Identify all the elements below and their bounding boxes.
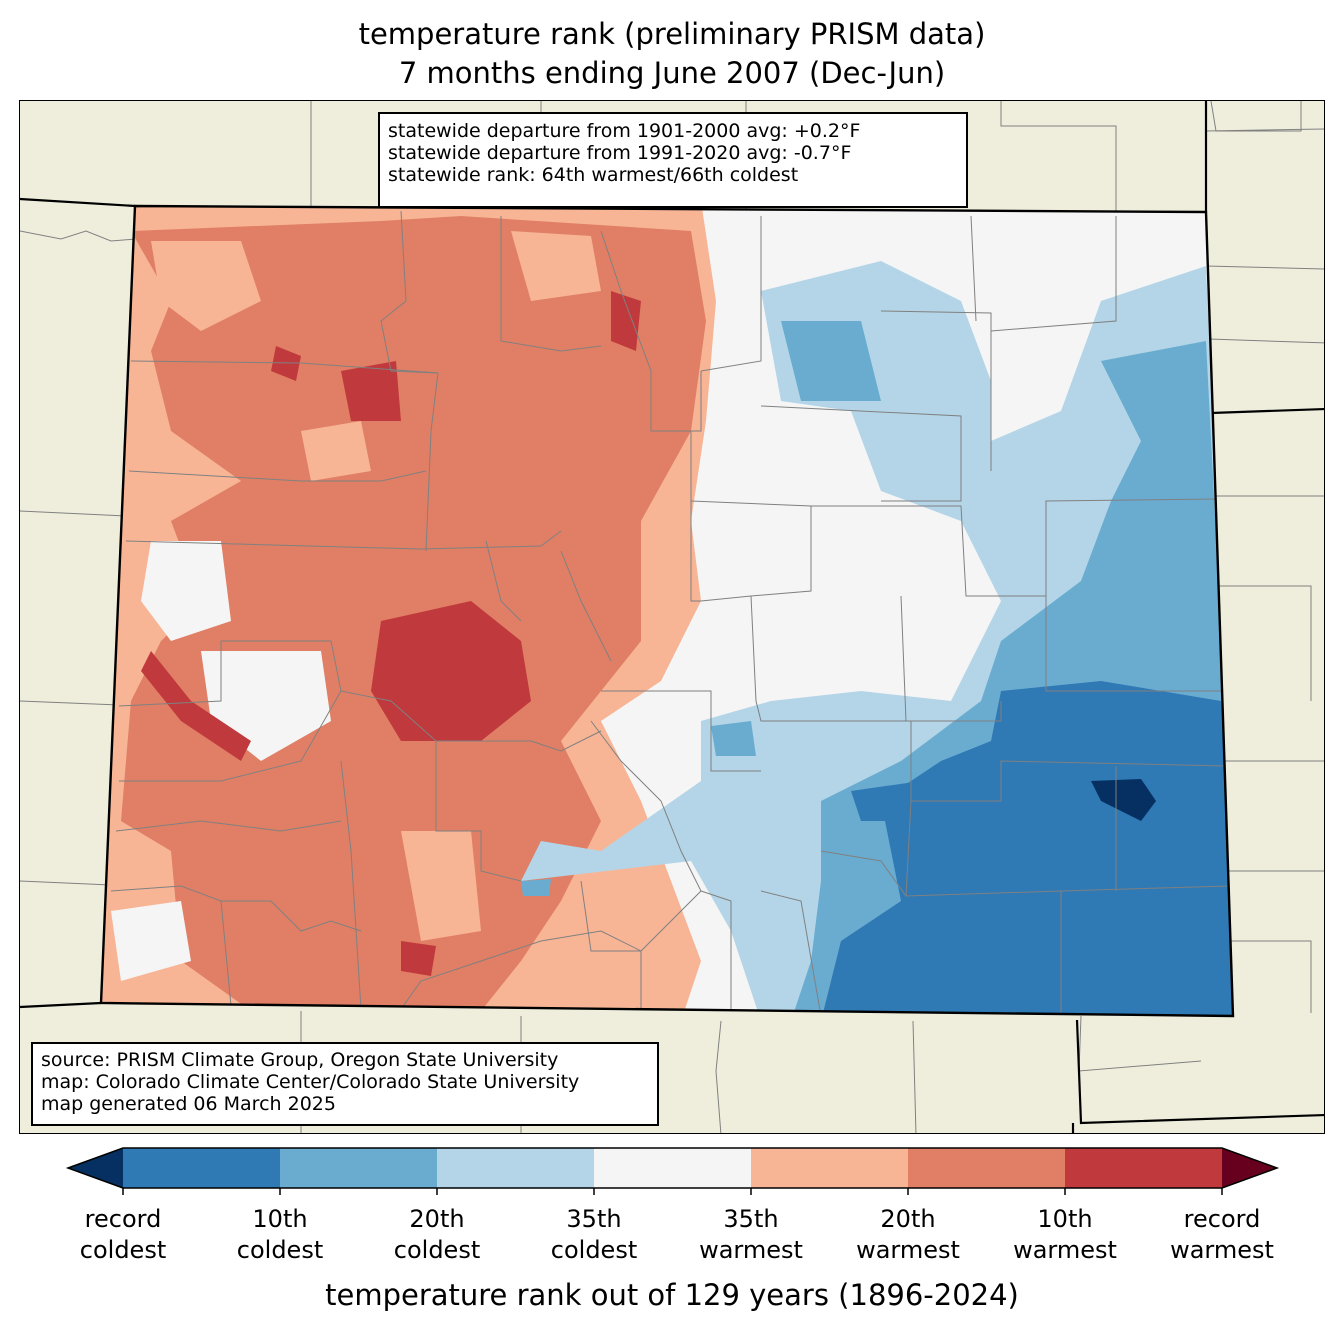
tick-label-line-1: 10th: [252, 1205, 308, 1233]
colorbar-tick-label: 10th coldest: [200, 1204, 360, 1266]
tick-label-line-2: coldest: [79, 1236, 167, 1264]
colorbar-extend-min: [68, 1148, 123, 1188]
map-credit-line: map: Colorado Climate Center/Colorado St…: [41, 1071, 580, 1093]
tick-label-line-1: 20th: [880, 1205, 936, 1233]
colorbar-tick-label: 20th coldest: [357, 1204, 517, 1266]
colorbar-segment: [437, 1148, 595, 1188]
colorbar-axis-label: temperature rank out of 129 years (1896-…: [325, 1278, 1019, 1312]
warm-10-area: [371, 601, 531, 741]
departure-1991-2020: statewide departure from 1991-2020 avg: …: [388, 142, 852, 164]
tick-label-line-2: coldest: [236, 1236, 324, 1264]
neighbor-state-lines: [20, 101, 1324, 1133]
tick-label-line-1: record: [1183, 1205, 1261, 1233]
colorado-county-lines: [110, 210, 1230, 1016]
colorbar-segment: [1065, 1148, 1223, 1188]
colorbar-tick-label: 35th warmest: [671, 1204, 831, 1266]
colorado-rank-map: [20, 101, 1324, 1133]
cool-10-area: [821, 681, 1233, 1016]
map-title-line-1: temperature rank (preliminary PRISM data…: [358, 17, 986, 51]
colorbar-segment: [280, 1148, 438, 1188]
colorbar: [65, 1147, 1280, 1195]
warm-20-area: [121, 216, 706, 1011]
tick-label-line-1: 20th: [409, 1205, 465, 1233]
tick-label-line-1: 10th: [1037, 1205, 1093, 1233]
tick-label-line-2: warmest: [699, 1236, 803, 1264]
source-line: source: PRISM Climate Group, Oregon Stat…: [41, 1049, 559, 1071]
tick-label-line-1: record: [84, 1205, 162, 1233]
colorbar-tick-label: 20th warmest: [828, 1204, 988, 1266]
tick-label-line-2: coldest: [550, 1236, 638, 1264]
colorbar-tick-label: record warmest: [1142, 1204, 1302, 1266]
colorbar-segment: [908, 1148, 1066, 1188]
tick-label-line-1: 35th: [566, 1205, 622, 1233]
statewide-stats-box: statewide departure from 1901-2000 avg: …: [378, 112, 968, 208]
colorbar-segment: [594, 1148, 752, 1188]
colorbar-tick-label: 35th coldest: [514, 1204, 674, 1266]
tick-label-line-2: warmest: [1013, 1236, 1117, 1264]
departure-1901-2000: statewide departure from 1901-2000 avg: …: [388, 120, 861, 142]
tick-label-line-2: warmest: [1170, 1236, 1274, 1264]
colorbar-tick-label: record coldest: [43, 1204, 203, 1266]
tick-label-line-2: warmest: [856, 1236, 960, 1264]
statewide-rank: statewide rank: 64th warmest/66th coldes…: [388, 164, 799, 186]
map-title-line-2: 7 months ending June 2007 (Dec-Jun): [398, 56, 946, 90]
colorbar-tick-label: 10th warmest: [985, 1204, 1145, 1266]
rank-shading: [101, 206, 1233, 1016]
colorbar-extend-max: [1222, 1148, 1277, 1188]
colorbar-segment: [123, 1148, 281, 1188]
record-coldest-area: [1091, 779, 1156, 821]
colorado-state-border: [99, 204, 1235, 1018]
tick-label-line-2: coldest: [393, 1236, 481, 1264]
colorbar-segment: [751, 1148, 909, 1188]
generated-date-line: map generated 06 March 2025: [41, 1093, 336, 1115]
source-box: source: PRISM Climate Group, Oregon Stat…: [31, 1042, 659, 1126]
tick-label-line-1: 35th: [723, 1205, 779, 1233]
map-panel: [19, 100, 1325, 1134]
